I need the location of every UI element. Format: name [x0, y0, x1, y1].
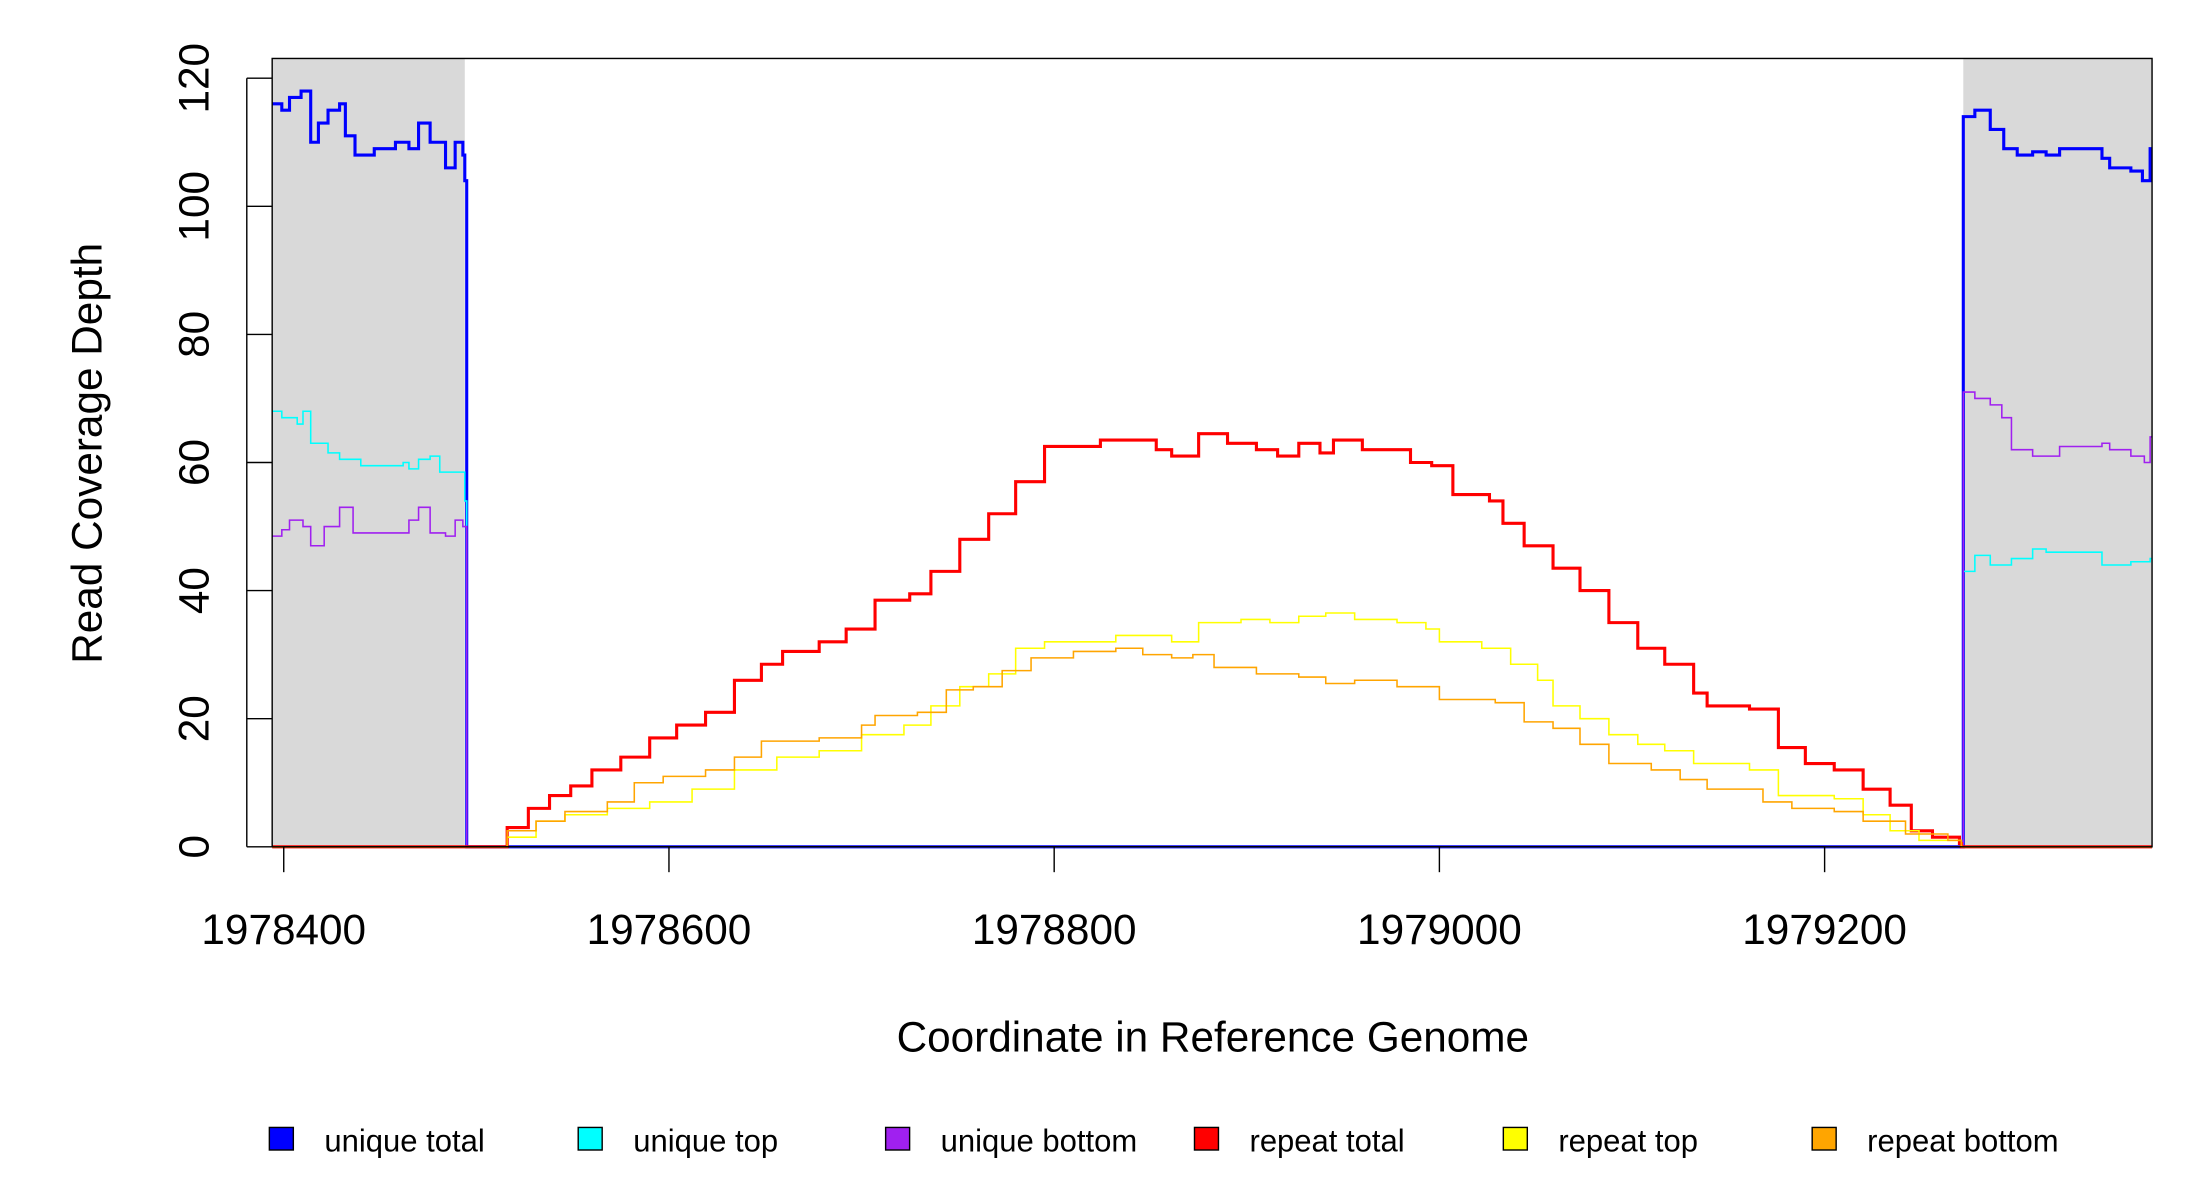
plot-frame	[271, 57, 2153, 848]
x-tick-label: 1978600	[587, 906, 752, 953]
y-axis: 0 20 40 60 80 100 120	[171, 43, 273, 859]
y-tick-label: 60	[171, 439, 218, 486]
legend-label: unique total	[324, 1123, 484, 1158]
legend-swatch-repeat-top	[1502, 1126, 1529, 1151]
legend-swatch-unique-top	[577, 1126, 603, 1151]
series-line-repeat-total	[272, 432, 2153, 849]
series-line-unique-total	[272, 89, 2153, 849]
y-tick-label: 40	[171, 567, 218, 614]
legend-label: unique bottom	[941, 1123, 1138, 1158]
legend-label: repeat top	[1558, 1123, 1698, 1158]
y-tick-label: 100	[171, 171, 218, 242]
series-line-unique-bottom	[272, 391, 2153, 848]
y-tick-label: 80	[171, 311, 218, 358]
y-tick-label: 120	[171, 43, 218, 114]
x-tick-label: 1978400	[201, 906, 366, 953]
x-axis-label: Coordinate in Reference Genome	[897, 1013, 1529, 1060]
legend-swatch-repeat-bottom	[1811, 1126, 1837, 1151]
legend: unique total unique top unique bottom repea…	[268, 1123, 2059, 1158]
x-tick-label: 1979000	[1357, 906, 1522, 953]
series-line-repeat-top	[272, 612, 2153, 848]
y-tick-label: 0	[171, 835, 218, 859]
series-line-unique-top	[272, 410, 2153, 848]
x-tick-label: 1979200	[1742, 906, 1907, 953]
shaded-region	[1963, 58, 2153, 847]
legend-label: unique top	[633, 1123, 778, 1158]
x-tick-label: 1978800	[972, 906, 1137, 953]
series-lines	[272, 89, 2153, 849]
shaded-region	[272, 58, 465, 847]
legend-swatch-unique-total	[268, 1126, 295, 1151]
legend-swatch-unique-bottom	[884, 1126, 911, 1151]
legend-swatch-repeat-total	[1193, 1126, 1220, 1151]
y-tick-label: 20	[171, 695, 218, 742]
y-axis-label: Read Coverage Depth	[64, 243, 111, 664]
legend-label: repeat total	[1249, 1123, 1404, 1158]
x-axis: 1978400 1978600 1978800 1979000 1979200	[201, 846, 1907, 953]
shaded-regions	[272, 58, 2153, 847]
legend-label: repeat bottom	[1867, 1123, 2058, 1158]
series-line-repeat-bottom	[272, 647, 2153, 848]
